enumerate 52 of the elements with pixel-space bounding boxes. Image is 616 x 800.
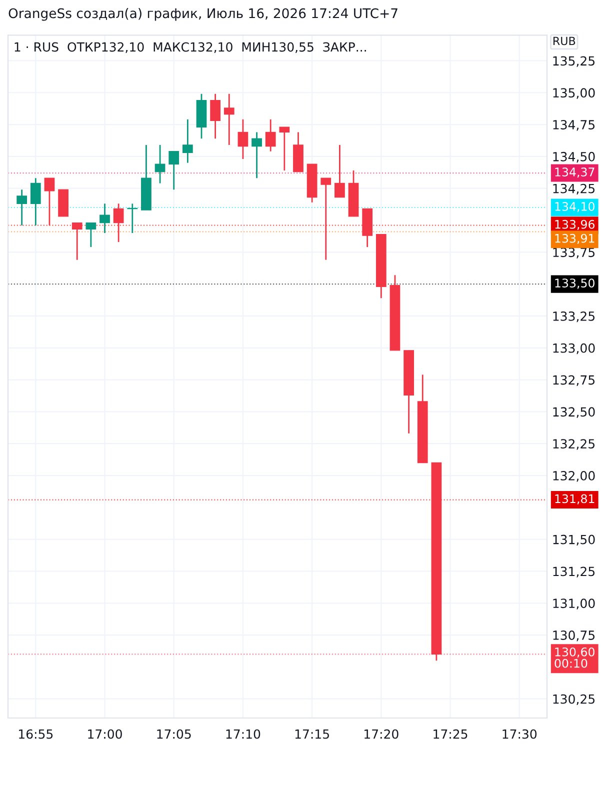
y-tick-label: 134,75 bbox=[553, 120, 595, 131]
candlestick bbox=[86, 222, 96, 248]
x-tick-label: 16:55 bbox=[19, 729, 53, 739]
ref-line-label: 131,81 bbox=[555, 494, 594, 504]
candlestick bbox=[265, 118, 276, 152]
y-tick-label: 134,50 bbox=[553, 152, 595, 163]
y-tick-label: 131,50 bbox=[553, 534, 595, 546]
candlestick bbox=[168, 150, 180, 190]
ref-line-label: 133,50 bbox=[555, 278, 594, 289]
candlestick bbox=[44, 177, 55, 226]
y-tick-label: 135,00 bbox=[553, 88, 595, 99]
y-tick-label: 131,00 bbox=[553, 598, 595, 610]
y-axis-title: RUB bbox=[553, 36, 576, 46]
ref-line-label: 134,37 bbox=[555, 168, 594, 178]
candlestick bbox=[72, 222, 82, 261]
y-tick-label: 134,25 bbox=[553, 184, 595, 195]
y-tick-label: 133,25 bbox=[553, 311, 595, 322]
chart-title: OrangeSs создал(а) график, Июль 16, 2026 17:24 UTC+7 bbox=[8, 8, 398, 21]
y-tick-label: 133,00 bbox=[553, 343, 595, 354]
candlestick bbox=[320, 177, 332, 261]
ref-line-label: 133,91 bbox=[555, 234, 594, 244]
x-tick-label: 17:15 bbox=[295, 729, 329, 739]
y-tick-label: 132,00 bbox=[553, 470, 595, 482]
candlestick bbox=[238, 118, 248, 160]
candlestick bbox=[16, 188, 28, 226]
candlestick bbox=[182, 118, 193, 164]
x-tick-label: 17:00 bbox=[88, 729, 122, 739]
candlestick bbox=[30, 177, 41, 226]
x-tick-label: 17:20 bbox=[364, 729, 398, 739]
candlestick bbox=[210, 93, 221, 140]
y-tick-label: 132,75 bbox=[553, 375, 595, 386]
candlestick bbox=[279, 126, 290, 172]
candlestick bbox=[100, 202, 110, 234]
chart-subtitle: 1 · RUS ОТКР132,10 МАКС132,10 МИН130,55 ЗАКР... bbox=[14, 42, 366, 53]
y-tick-label: 132,25 bbox=[553, 439, 595, 450]
candlestick bbox=[113, 202, 124, 243]
candlestick bbox=[154, 144, 166, 184]
y-tick-label: 132,50 bbox=[553, 407, 595, 418]
candlestick bbox=[334, 144, 345, 198]
x-tick-label: 17:25 bbox=[434, 729, 468, 739]
x-tick-label: 17:30 bbox=[502, 729, 537, 739]
y-tick-label: 135,25 bbox=[553, 56, 595, 67]
ref-line-label: 130,60 00:10 bbox=[554, 647, 594, 668]
y-tick-label: 131,25 bbox=[553, 566, 595, 578]
y-tick-label: 130,25 bbox=[553, 694, 595, 706]
candlestick bbox=[252, 132, 262, 179]
candlestick bbox=[224, 93, 234, 146]
x-tick-label: 17:05 bbox=[157, 729, 191, 739]
ref-line-label: 133,96 bbox=[555, 220, 595, 230]
ref-line-label: 134,10 bbox=[555, 202, 594, 212]
y-tick-label: 130,75 bbox=[553, 630, 595, 642]
x-tick-label: 17:10 bbox=[226, 729, 260, 739]
